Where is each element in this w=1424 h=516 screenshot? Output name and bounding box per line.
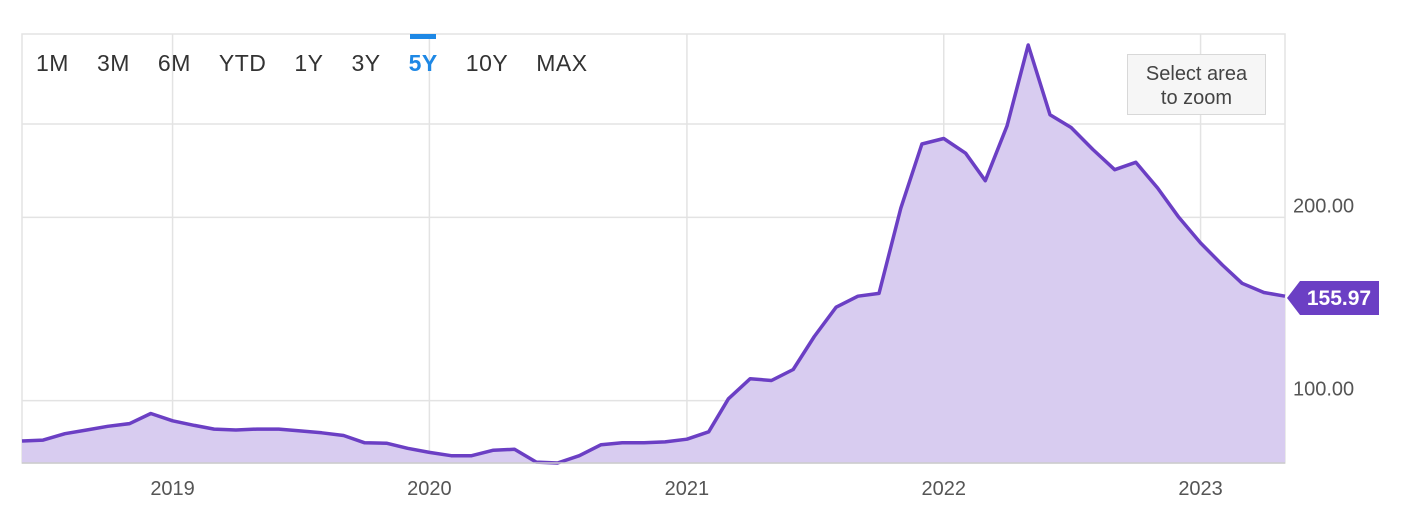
y-tick-label: 200.00 xyxy=(1293,195,1354,217)
range-button-3m[interactable]: 3M xyxy=(96,50,130,76)
zoom-hint-line1: Select area xyxy=(1145,63,1248,85)
range-button-1m[interactable]: 1M xyxy=(36,50,69,76)
x-tick-label: 2019 xyxy=(150,478,195,500)
last-value-badge: 155.97 xyxy=(1287,281,1379,316)
x-tick-label: 2020 xyxy=(407,478,452,500)
last-value-badge-shape xyxy=(1287,281,1379,316)
range-button-max[interactable]: MAX xyxy=(536,50,588,76)
y-tick-label: 100.00 xyxy=(1293,379,1354,401)
last-value-label: 155.97 xyxy=(1307,287,1371,310)
range-button-ytd[interactable]: YTD xyxy=(218,50,267,76)
range-button-6m[interactable]: 6M xyxy=(157,50,191,76)
x-tick-label: 2023 xyxy=(1178,478,1223,500)
range-button-5y[interactable]: 5Y xyxy=(395,34,452,94)
zoom-hint: Select area to zoom xyxy=(1127,54,1266,115)
range-button-10y[interactable]: 10Y xyxy=(465,50,509,76)
series-area xyxy=(21,43,1286,465)
zoom-hint-line2: to zoom xyxy=(1160,87,1233,109)
axes: 100.00 200.00 2019 2020 2021 2022 2023 xyxy=(22,195,1354,500)
range-button-3y[interactable]: 3Y xyxy=(351,50,381,76)
x-tick-label: 2022 xyxy=(921,478,966,500)
series-line xyxy=(21,43,1286,465)
range-selector: 1M 3M 6M YTD 1Y 3Y 5Y 10Y MAX xyxy=(22,34,602,94)
range-button-1y[interactable]: 1Y xyxy=(294,50,324,76)
x-tick-label: 2021 xyxy=(665,478,710,500)
series-area-fill xyxy=(22,45,1285,463)
